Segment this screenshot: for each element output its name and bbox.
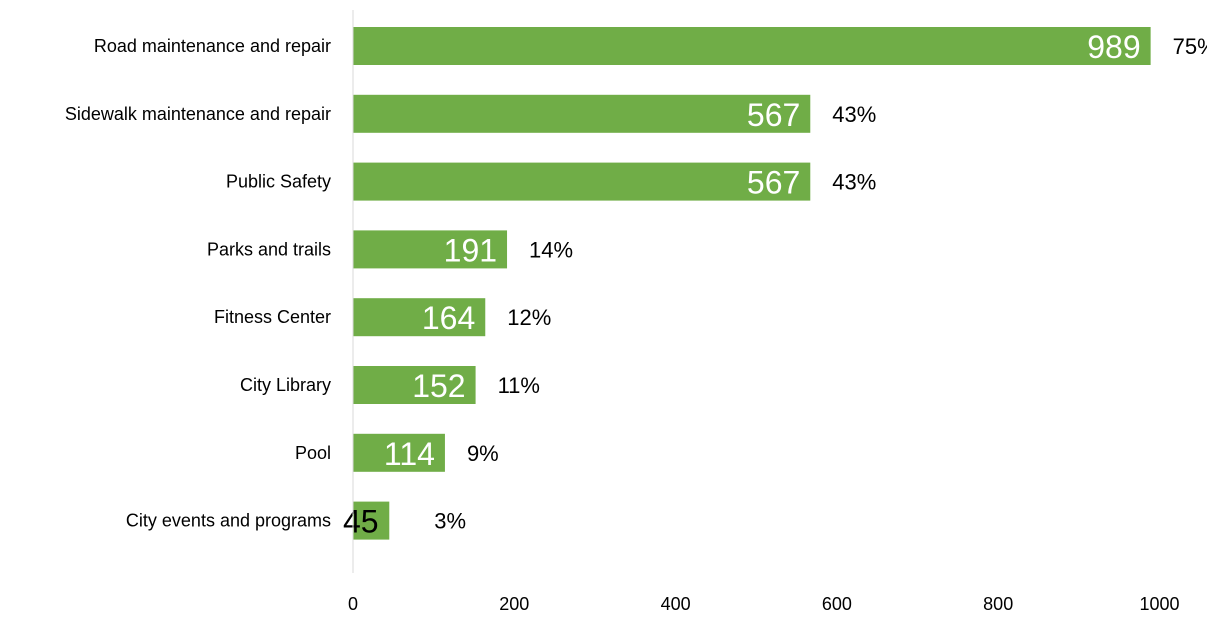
- value-label: 45: [343, 504, 379, 540]
- labels-layer: Road maintenance and repair 989 75% Sidewal…: [65, 29, 1207, 540]
- category-label: Public Safety: [226, 172, 331, 192]
- bar: [353, 94, 811, 133]
- bar: [353, 298, 486, 337]
- percent-label: 11%: [498, 373, 540, 398]
- category-label: Pool: [295, 443, 331, 463]
- bar: [353, 366, 476, 404]
- percent-label: 9%: [467, 441, 499, 466]
- category-label: Fitness Center: [214, 307, 331, 327]
- x-tick-label: 800: [983, 594, 1013, 613]
- value-label: 567: [747, 97, 800, 133]
- category-label: Parks and trails: [207, 239, 331, 259]
- category-label: City events and programs: [126, 511, 331, 531]
- bar: [353, 162, 811, 201]
- x-tick-label: 1000: [1139, 594, 1179, 613]
- value-label: 191: [444, 232, 497, 268]
- bar: [353, 433, 445, 472]
- value-label: 114: [384, 436, 435, 472]
- x-tick-label: 0: [348, 594, 358, 613]
- percent-label: 75%: [1173, 34, 1207, 59]
- category-label: City Library: [240, 375, 331, 395]
- value-label: 989: [1087, 29, 1140, 65]
- value-label: 152: [412, 368, 465, 404]
- bar: [353, 501, 390, 540]
- category-label: Sidewalk maintenance and repair: [65, 104, 331, 124]
- percent-label: 3%: [434, 509, 466, 534]
- bar: [353, 230, 508, 269]
- percent-label: 43%: [832, 102, 876, 127]
- x-tick-label: 200: [499, 594, 529, 613]
- axis-layer: 020040060080010001200: [348, 10, 1180, 614]
- percent-label: 12%: [507, 305, 551, 330]
- bar: [353, 27, 1151, 65]
- category-label: Road maintenance and repair: [94, 36, 331, 56]
- percent-label: 43%: [832, 170, 876, 195]
- x-tick-label: 600: [822, 594, 852, 613]
- value-label: 164: [422, 300, 475, 336]
- x-tick-label: 400: [661, 594, 691, 613]
- value-label: 567: [747, 165, 800, 201]
- bars-layer: [353, 27, 1151, 540]
- percent-label: 14%: [529, 237, 573, 262]
